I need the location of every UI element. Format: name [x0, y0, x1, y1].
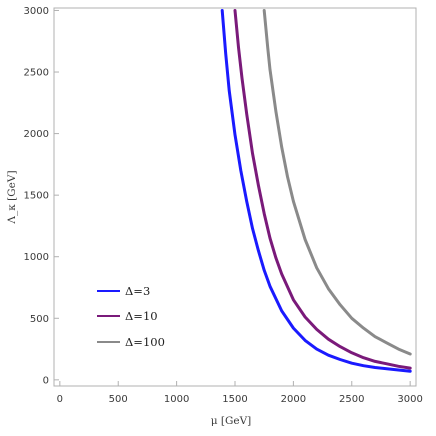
x-tick-label: 1500 [222, 394, 247, 405]
y-tick-label: 1000 [24, 252, 49, 263]
x-axis-title: μ [GeV] [211, 415, 252, 427]
series-layer [220, 9, 412, 373]
legend-label-2: Δ=10 [125, 309, 158, 323]
y-tick-label: 500 [30, 314, 49, 325]
series-line-2 [233, 9, 412, 370]
x-tick-label: 2500 [339, 394, 364, 405]
plot-frame [53, 7, 417, 387]
legend-label-3: Δ=100 [125, 335, 165, 349]
ticks-layer: 0 500 1000 1500 2000 2500 3000 0 500 1000 1500 2000… [24, 6, 423, 405]
y-tick-label: 1500 [24, 191, 49, 202]
legend-label-1: Δ=3 [125, 284, 150, 298]
y-tick-label: 0 [43, 375, 49, 386]
y-tick-label: 2000 [24, 129, 49, 140]
y-tick-label: 2500 [24, 68, 49, 79]
x-tick-label: 2000 [281, 394, 306, 405]
x-tick-label: 3000 [397, 394, 422, 405]
legend: Δ=3 Δ=10 Δ=100 [97, 284, 165, 349]
y-tick-label: 3000 [24, 6, 49, 17]
x-tick-label: 0 [57, 394, 63, 405]
series-line-1 [220, 9, 412, 373]
x-tick-label: 1000 [164, 394, 189, 405]
series-line-3 [262, 9, 412, 356]
y-axis-title: Λ_κ [GeV] [6, 170, 18, 224]
x-tick-label: 500 [109, 394, 128, 405]
